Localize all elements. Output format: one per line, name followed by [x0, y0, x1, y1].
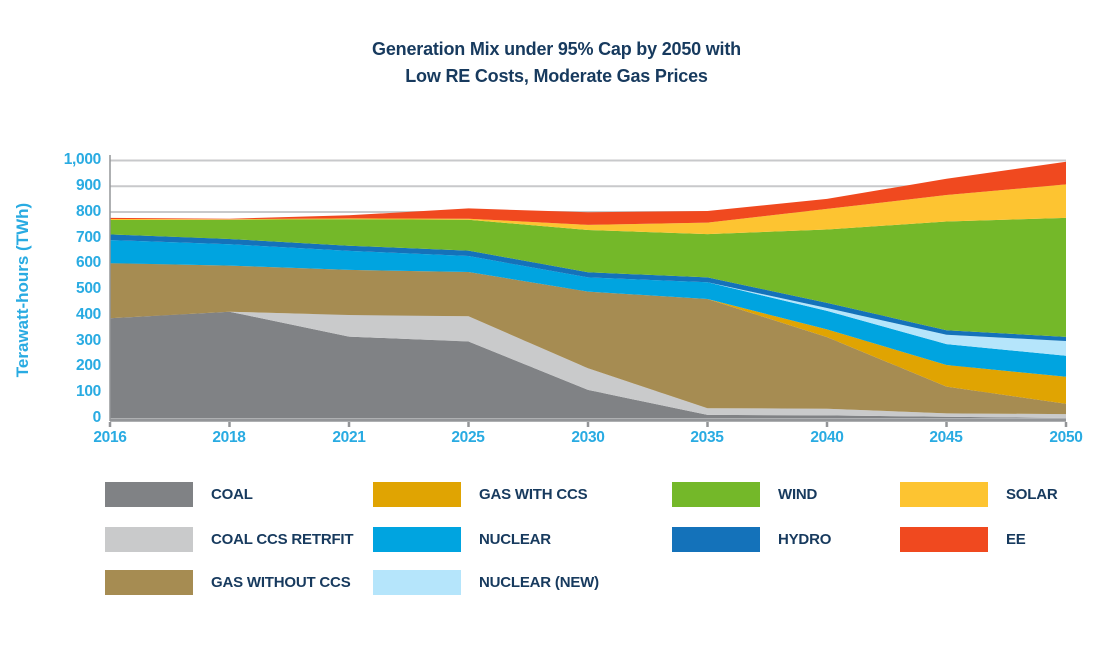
- legend-label: COAL CCS RETRFIT: [211, 531, 354, 548]
- x-tick-label: 2050: [1049, 429, 1083, 446]
- wind-swatch: [672, 482, 760, 507]
- solar-swatch: [900, 482, 988, 507]
- y-tick-label: 800: [76, 203, 101, 220]
- legend-item: GAS WITH CCS: [373, 482, 588, 507]
- legend-label: GAS WITH CCS: [479, 486, 588, 503]
- y-tick-label: 200: [76, 357, 101, 374]
- ee-swatch: [900, 527, 988, 552]
- legend-label: SOLAR: [1006, 486, 1058, 503]
- legend-item: NUCLEAR: [373, 527, 551, 552]
- chart-title-line1: Generation Mix under 95% Cap by 2050 wit…: [372, 39, 741, 59]
- y-tick-label: 0: [92, 409, 102, 426]
- gas-without-ccs-swatch: [105, 570, 193, 595]
- nuclear-swatch: [373, 527, 461, 552]
- coal-swatch: [105, 482, 193, 507]
- nuclear-new-swatch: [373, 570, 461, 595]
- coal-ccs-retrofit-swatch: [105, 527, 193, 552]
- legend-label: NUCLEAR: [479, 531, 551, 548]
- gas-with-ccs-swatch: [373, 482, 461, 507]
- legend-item: WIND: [672, 482, 817, 507]
- legend-item: SOLAR: [900, 482, 1058, 507]
- y-tick-label: 600: [76, 254, 101, 271]
- legend-item: NUCLEAR (NEW): [373, 570, 599, 595]
- y-tick-label: 900: [76, 177, 101, 194]
- x-tick-label: 2030: [571, 429, 605, 446]
- chart-title-line2: Low RE Costs, Moderate Gas Prices: [405, 66, 708, 86]
- y-tick-label: 400: [76, 306, 101, 323]
- hydro-swatch: [672, 527, 760, 552]
- legend-label: HYDRO: [778, 531, 832, 548]
- legend-label: COAL: [211, 486, 253, 503]
- y-tick-label: 700: [76, 229, 101, 246]
- y-tick-label: 1,000: [63, 151, 102, 168]
- x-tick-label: 2040: [810, 429, 844, 446]
- legend-label: WIND: [778, 486, 818, 503]
- x-tick-label: 2045: [929, 429, 963, 446]
- x-tick-label: 2035: [690, 429, 724, 446]
- x-tick-label: 2025: [451, 429, 485, 446]
- legend-item: HYDRO: [672, 527, 831, 552]
- chart-title: Generation Mix under 95% Cap by 2050 wit…: [0, 36, 1113, 90]
- legend-label: NUCLEAR (NEW): [479, 574, 599, 591]
- x-tick-label: 2016: [93, 429, 127, 446]
- legend-label: GAS WITHOUT CCS: [211, 574, 351, 591]
- y-tick-label: 300: [76, 332, 101, 349]
- legend-item: EE: [900, 527, 1026, 552]
- legend-item: COAL: [105, 482, 253, 507]
- legend-item: GAS WITHOUT CCS: [105, 570, 351, 595]
- stacked-area-chart: [108, 155, 1068, 427]
- x-tick-label: 2018: [212, 429, 246, 446]
- legend-label: EE: [1006, 531, 1026, 548]
- y-tick-label: 100: [76, 383, 101, 400]
- x-tick-label: 2021: [332, 429, 366, 446]
- legend-item: COAL CCS RETRFIT: [105, 527, 354, 552]
- y-tick-label: 500: [76, 280, 101, 297]
